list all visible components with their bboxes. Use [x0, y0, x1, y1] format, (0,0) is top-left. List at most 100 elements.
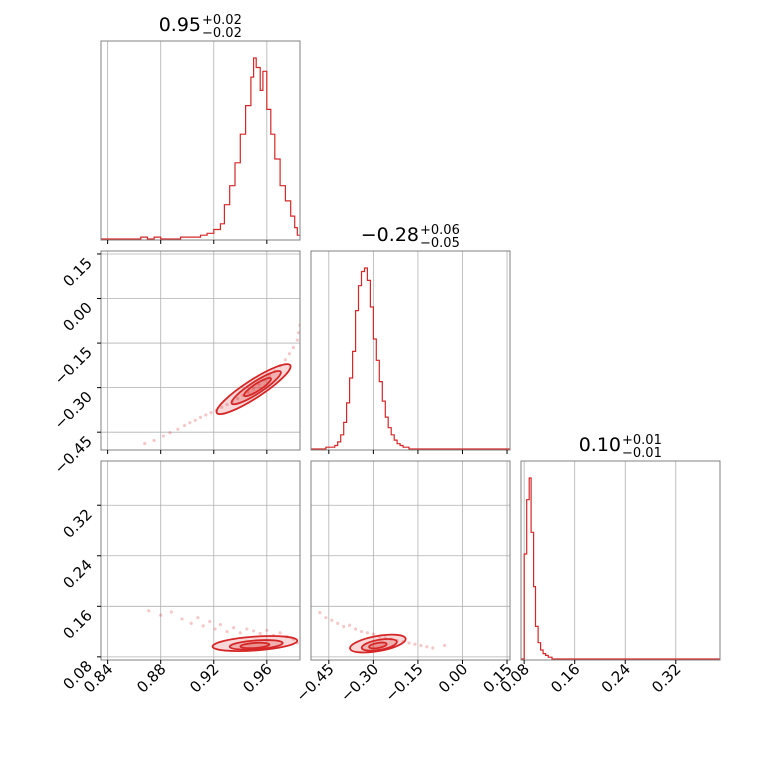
panel-3-1: [97, 460, 301, 664]
panel-frame: [100, 250, 301, 451]
scatter-point: [336, 621, 340, 625]
scatter-point: [342, 624, 346, 629]
scatter-point: [245, 627, 249, 631]
panel-content: [147, 609, 299, 653]
scatter-point: [236, 397, 240, 401]
scatter-point: [407, 641, 411, 645]
panel-content: [521, 477, 720, 660]
scatter-point: [318, 611, 322, 615]
contour-level-3: [368, 641, 388, 650]
title-plus-1: +0.02: [202, 13, 242, 28]
title-value-1: 0.95: [159, 14, 201, 36]
scatter-point: [218, 623, 222, 627]
scatter-point: [168, 431, 172, 435]
scatter-point: [291, 345, 295, 350]
scatter-point: [220, 405, 224, 409]
y-tick-label-2-5: 0.15: [59, 254, 95, 290]
scatter-point: [198, 415, 203, 419]
scatter-point: [238, 631, 242, 635]
title-minus-2: −0.05: [420, 236, 460, 251]
panel-1-1: [100, 40, 301, 244]
panel-frame: [310, 460, 511, 661]
title-plus-3: +0.01: [622, 433, 662, 448]
x-tick-label-2-1: −0.45: [292, 660, 337, 705]
scatter-point: [278, 631, 282, 635]
contour-level-3: [243, 376, 272, 398]
x-tick-label-1-4: 0.96: [239, 660, 275, 696]
y-tick-label-3-2: 0.16: [59, 606, 95, 642]
scatter-point: [143, 441, 147, 446]
panel-frame: [100, 460, 301, 661]
scatter-point: [353, 627, 358, 631]
scatter-point: [251, 629, 256, 633]
scatter-point: [176, 427, 180, 431]
scatter-point: [365, 631, 370, 635]
panels-layer: [97, 40, 721, 664]
scatter-point: [251, 387, 256, 391]
scatter-point: [348, 623, 352, 627]
scatter-point: [287, 352, 291, 356]
x-tick-label-3-4: 0.32: [648, 660, 684, 696]
scatter-point: [201, 624, 205, 628]
scatter-point: [189, 621, 193, 625]
x-tick-label-3-2: 0.16: [547, 660, 583, 696]
y-tick-label-3-3: 0.24: [59, 556, 95, 592]
scatter-point: [295, 338, 299, 342]
scatter-point: [225, 402, 229, 407]
scatter-point: [208, 619, 212, 624]
contour-level-1: [215, 363, 292, 415]
title-value-2: −0.28: [361, 224, 419, 246]
panel-content: [101, 57, 300, 240]
contour-level-3: [239, 641, 271, 650]
scatter-point: [419, 643, 423, 648]
scatter-point: [257, 383, 261, 387]
panel-2-2: [310, 250, 511, 454]
scatter-point: [225, 629, 229, 634]
x-tick-label-2-4: 0.00: [435, 660, 471, 696]
panel-frame: [310, 250, 511, 451]
scatter-point: [265, 628, 269, 632]
scatter-point: [209, 410, 213, 415]
scatter-point: [152, 438, 156, 443]
panel-3-2: [310, 460, 511, 664]
histogram-step: [521, 477, 720, 660]
scatter-point: [188, 421, 192, 425]
scatter-point: [330, 618, 334, 622]
scatter-point: [267, 374, 272, 378]
scatter-point: [425, 645, 429, 649]
scatter-point: [161, 434, 165, 438]
scatter-point: [431, 646, 435, 650]
x-tick-label-2-3: −0.15: [382, 660, 427, 705]
scatter-point: [413, 642, 417, 646]
title-minus-3: −0.01: [622, 446, 662, 461]
x-tick-label-1-3: 0.92: [186, 660, 222, 696]
panel-content: [318, 611, 447, 654]
scatter-point: [232, 626, 236, 630]
x-tick-label-2-2: −0.30: [337, 660, 382, 705]
title-minus-1: −0.02: [202, 26, 242, 41]
scatter-point: [443, 643, 447, 648]
scatter-point: [258, 631, 262, 636]
titles-layer: 0.95 +0.02 −0.02 −0.28 +0.06 −0.05 0.10 …: [159, 13, 662, 461]
scatter-point: [359, 629, 364, 634]
title-value-3: 0.10: [579, 434, 621, 456]
y-tick-label-2-4: 0.00: [59, 299, 95, 335]
panel-2-1: [97, 250, 301, 454]
scatter-point: [159, 613, 163, 617]
scatter-point: [283, 358, 288, 362]
scatter-point: [371, 632, 375, 636]
scatter-point: [180, 617, 184, 621]
scatter-point: [193, 418, 197, 422]
panel-content: [311, 267, 510, 450]
scatter-point: [196, 616, 200, 620]
scatter-point: [147, 609, 151, 613]
histogram-step: [101, 57, 300, 240]
panel-content: [143, 323, 300, 446]
panel-frame: [520, 460, 721, 661]
scatter-point: [204, 413, 208, 417]
panel-frame: [100, 40, 301, 241]
y-tick-label-3-4: 0.32: [59, 505, 95, 541]
scatter-point: [169, 610, 173, 614]
x-tick-label-1-2: 0.88: [133, 660, 169, 696]
